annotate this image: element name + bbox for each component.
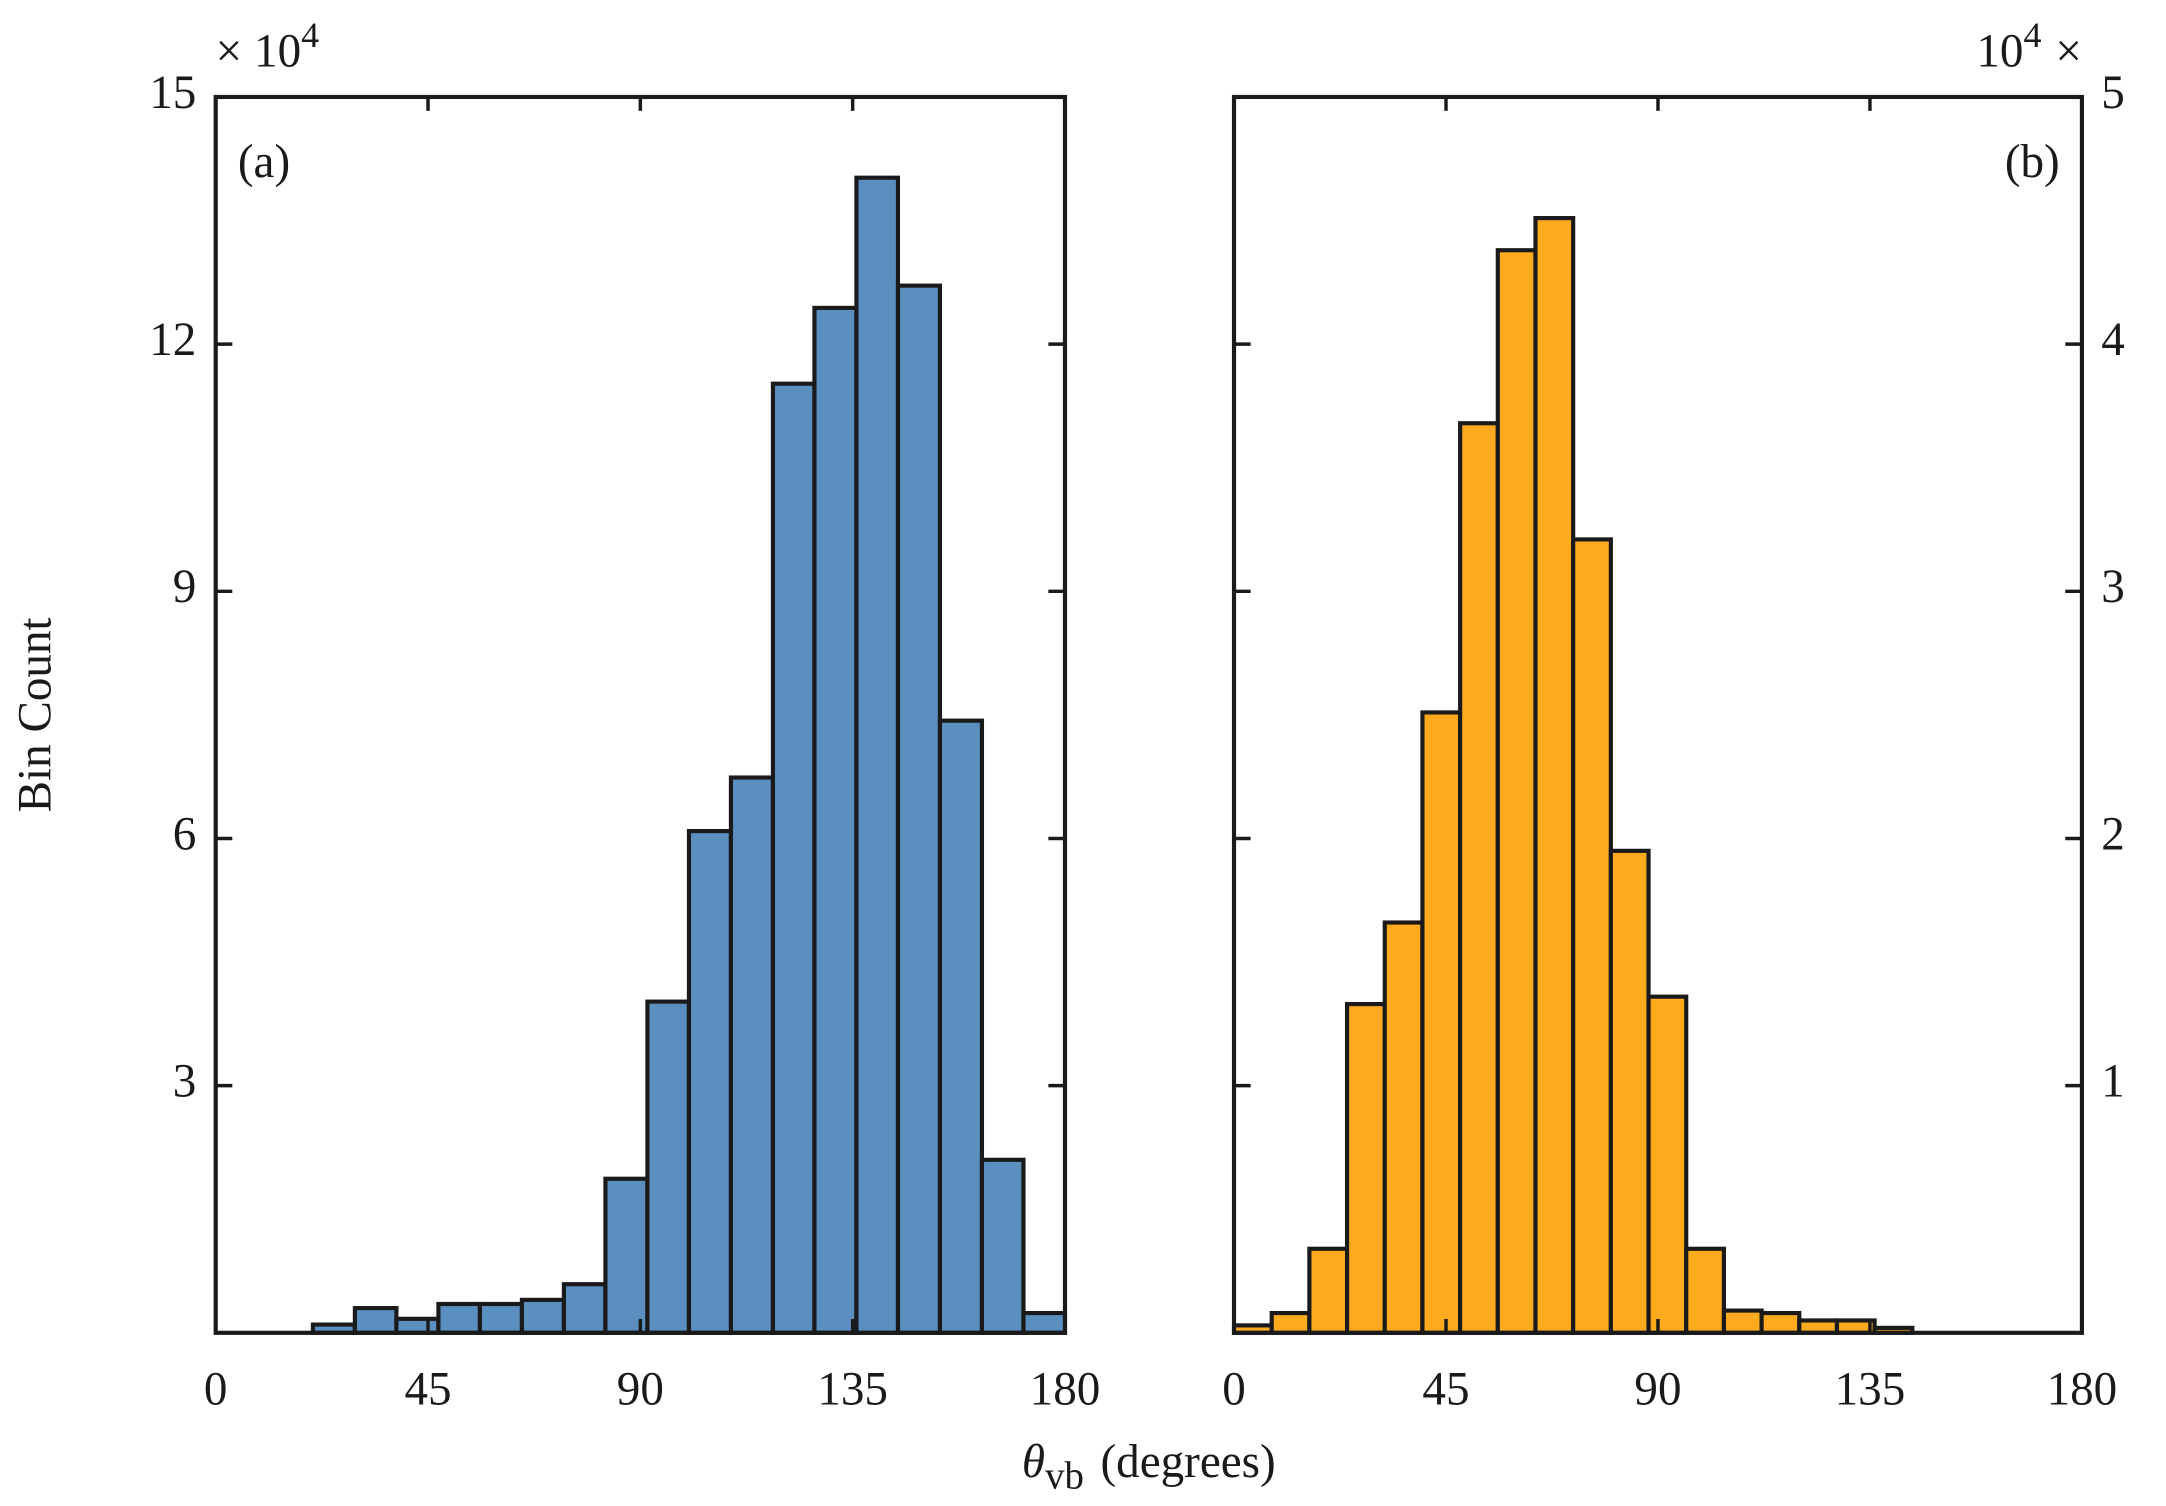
bar	[854, 175, 901, 1335]
bar	[812, 305, 859, 1335]
x-tick-label: 180	[2047, 1364, 2118, 1416]
offset-base: 10	[1976, 25, 2023, 77]
bar	[1533, 216, 1576, 1335]
y-axis-label: Bin Count	[10, 617, 62, 812]
bar	[1571, 537, 1613, 1335]
offset-text: 104 ×	[1976, 15, 2082, 77]
y-tick-label: 9	[173, 561, 197, 613]
y-tick-label: 1	[2101, 1055, 2125, 1107]
bar	[436, 1301, 483, 1335]
x-tick-label: 135	[1835, 1364, 1906, 1416]
bar	[937, 718, 985, 1335]
bar	[1382, 920, 1425, 1335]
bar	[394, 1316, 441, 1335]
y-tick-label: 3	[2101, 561, 2125, 613]
offset-exponent: 4	[301, 15, 319, 55]
x-label-text: (degrees)	[1100, 1436, 1275, 1488]
y-tick-label: 2	[2101, 808, 2125, 860]
bar	[1721, 1308, 1764, 1335]
bar	[1307, 1246, 1350, 1335]
bar	[728, 775, 776, 1335]
y-tick-label: 5	[2101, 67, 2125, 119]
y-tick-label: 12	[149, 314, 196, 366]
offset-text: × 104	[216, 15, 319, 77]
x-tick-label: 45	[404, 1364, 451, 1416]
bar	[477, 1301, 524, 1335]
bar	[352, 1306, 399, 1335]
x-tick-label: 90	[1634, 1364, 1681, 1416]
bar	[1021, 1310, 1068, 1335]
bar	[519, 1297, 566, 1335]
bar	[1344, 1002, 1387, 1335]
bar	[1420, 710, 1463, 1335]
bar	[1759, 1310, 1802, 1335]
x-label-subscript: vb	[1045, 1455, 1084, 1498]
x-tick-label: 45	[1422, 1364, 1469, 1416]
bar	[1495, 248, 1538, 1335]
bar	[603, 1176, 650, 1335]
panel-label: (a)	[238, 136, 290, 188]
x-tick-label: 0	[204, 1364, 228, 1416]
y-tick-label: 3	[173, 1055, 197, 1107]
bar	[561, 1282, 608, 1335]
bar	[979, 1157, 1026, 1335]
x-tick-label: 180	[1030, 1364, 1101, 1416]
bar	[686, 828, 734, 1335]
y-tick-label: 6	[173, 808, 197, 860]
offset-base: × 10	[216, 25, 301, 77]
bar	[1684, 1246, 1726, 1335]
offset-exponent: 4	[2023, 15, 2041, 55]
bar	[895, 283, 943, 1335]
x-tick-label: 90	[617, 1364, 664, 1416]
x-axis-label: θvb (degrees)	[1022, 1436, 1276, 1498]
y-tick-label: 4	[2101, 314, 2125, 366]
bar	[770, 381, 817, 1335]
y-tick-label: 15	[149, 67, 196, 119]
offset-suffix: ×	[2055, 25, 2082, 77]
bar	[645, 999, 692, 1335]
bar	[1646, 994, 1689, 1335]
panel-label: (b)	[2005, 136, 2060, 188]
x-tick-label: 135	[817, 1364, 888, 1416]
x-tick-label: 0	[1222, 1364, 1246, 1416]
bar	[1269, 1310, 1312, 1335]
x-label-symbol: θ	[1022, 1436, 1045, 1488]
bar	[1608, 848, 1651, 1335]
bar	[1458, 421, 1500, 1335]
